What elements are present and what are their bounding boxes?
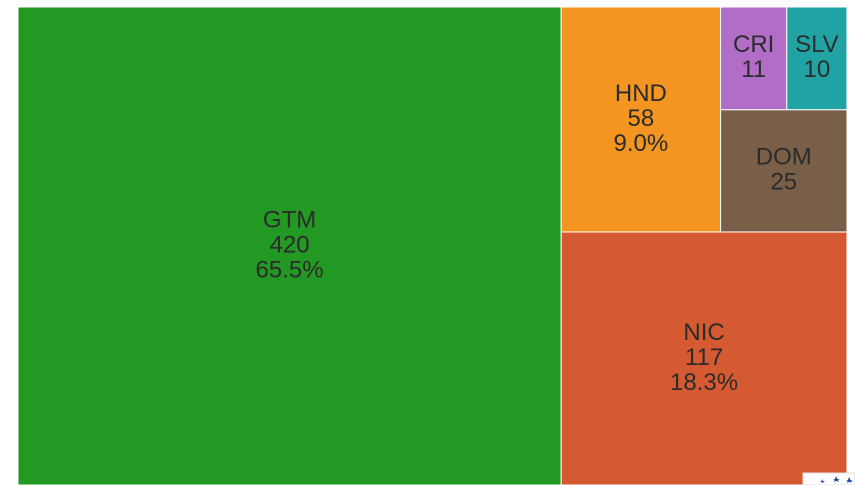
tile <box>560 6 722 233</box>
logo <box>802 472 855 485</box>
tile-label: NIC <box>683 319 724 346</box>
tile-label: 58 <box>628 105 655 132</box>
tile-label: 10 <box>804 56 831 83</box>
tile-label: GTM <box>263 206 316 233</box>
tile-label: 420 <box>270 231 310 258</box>
tile-label: 11 <box>741 56 766 83</box>
tile <box>720 109 848 233</box>
tile-label: 18.3% <box>670 369 738 396</box>
tile-label: CRI <box>733 31 774 58</box>
tile <box>17 6 562 485</box>
tile-label: HND <box>615 80 667 107</box>
tile <box>786 6 848 111</box>
tile-label: 65.5% <box>256 256 324 283</box>
tile-label: 9.0% <box>614 130 669 157</box>
tile <box>560 231 848 485</box>
tile-label: 117 <box>685 344 723 371</box>
tile-label: DOM <box>756 144 812 171</box>
tile-label: 25 <box>770 169 797 196</box>
tile-label: SLV <box>795 31 839 58</box>
